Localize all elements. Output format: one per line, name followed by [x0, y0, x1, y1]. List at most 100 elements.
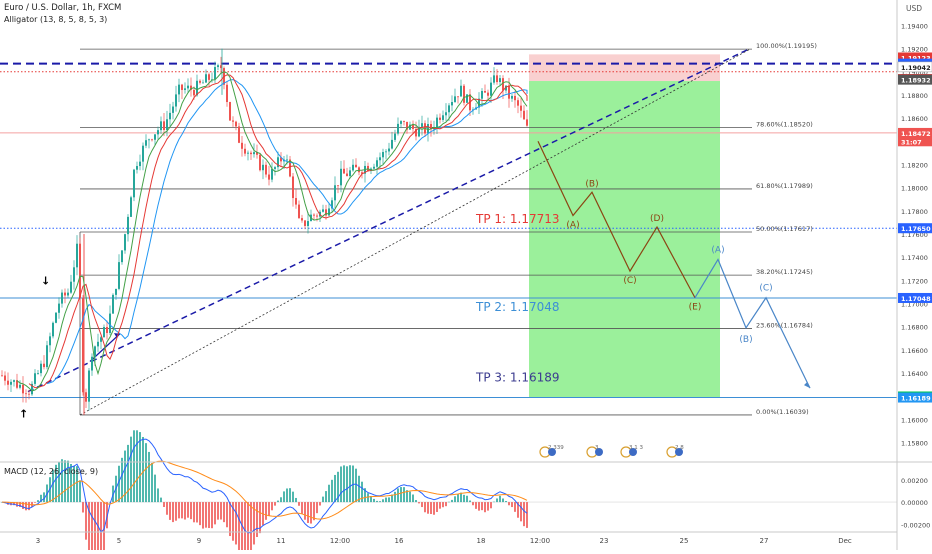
macd-histogram-bar — [349, 465, 351, 503]
candle-body — [232, 120, 234, 122]
macd-histogram-bar — [28, 502, 30, 511]
macd-histogram-bar — [487, 502, 489, 511]
macd-histogram-bar — [94, 502, 96, 554]
macd-histogram-bar — [142, 436, 144, 503]
price-tag[interactable]: 1.18932 — [898, 74, 932, 85]
candle-body — [277, 157, 279, 168]
candle-body — [259, 154, 261, 171]
macd-histogram-bar — [493, 501, 495, 503]
primary-wave-label: (E) — [689, 303, 702, 313]
macd-histogram-bar — [52, 469, 54, 503]
macd-histogram-bar — [346, 466, 348, 503]
candle-body — [148, 139, 150, 141]
macd-histogram-bar — [337, 471, 339, 503]
price-tag[interactable]: 1.17650 — [898, 223, 932, 234]
macd-histogram-bar — [463, 494, 465, 503]
candle-body — [103, 327, 105, 338]
price-tag[interactable]: 1.17048 — [898, 292, 932, 303]
fib-level-label: 23.60%(1.16784) — [756, 322, 813, 330]
candle-body — [361, 172, 363, 174]
candle-body — [448, 105, 450, 113]
macd-histogram-bar — [22, 502, 24, 509]
candle-body — [199, 80, 201, 83]
economic-event-badge[interactable]: 3 1 3 — [620, 445, 643, 458]
macd-histogram-bar — [58, 462, 60, 503]
macd-histogram-bar — [208, 502, 210, 529]
macd-histogram-bar — [25, 502, 27, 511]
time-axis-tick: 16 — [395, 537, 404, 545]
candle-body — [181, 84, 183, 90]
macd-histogram-bar — [100, 502, 102, 554]
time-axis-tick: Dec — [838, 537, 852, 545]
price-tag[interactable]: 1.18472 — [898, 127, 932, 138]
symbol-title: Euro / U.S. Dollar, 1h, FXCM — [4, 3, 122, 13]
candle-body — [388, 148, 390, 152]
macd-histogram-bar — [511, 502, 513, 508]
macd-histogram-bar — [16, 502, 18, 507]
price-tag[interactable]: 1.19042 — [897, 61, 932, 73]
macd-axis-tick: -0.00200 — [901, 521, 930, 529]
price-tag-value: 1.16189 — [901, 395, 931, 403]
candle-body — [172, 106, 174, 113]
candle-body — [22, 384, 24, 394]
candle-body — [190, 85, 192, 90]
price-tag-value: 1.19123 — [901, 54, 931, 62]
candle-body — [256, 152, 258, 155]
event-country-icon — [629, 448, 637, 456]
macd-histogram-bar — [34, 502, 36, 503]
macd-histogram-bar — [277, 500, 279, 503]
economic-event-badge[interactable]: 2 339 — [539, 445, 564, 458]
macd-histogram-bar — [274, 502, 276, 506]
macd-histogram-bar — [448, 501, 450, 503]
time-axis-tick: 12:00 — [330, 537, 350, 545]
candle-body — [508, 85, 510, 99]
price-tag[interactable]: 31:07 — [898, 136, 932, 147]
macd-histogram-bar — [136, 430, 138, 503]
candle-body — [328, 208, 330, 216]
candle-body — [169, 112, 171, 120]
alligator-indicator-label[interactable]: Alligator (13, 8, 5, 8, 5, 3) — [4, 15, 108, 24]
macd-histogram-bar — [127, 444, 129, 503]
macd-histogram-bar — [97, 502, 99, 554]
candle-body — [94, 346, 96, 357]
economic-event-badge[interactable]: 2 8 — [666, 445, 684, 458]
macd-histogram-bar — [223, 502, 225, 523]
candle-body — [391, 139, 393, 149]
candle-body — [376, 160, 378, 167]
candle-body — [397, 123, 399, 134]
candle-body — [430, 124, 432, 130]
macd-histogram-bar — [313, 502, 315, 521]
macd-indicator-label[interactable]: MACD (12, 26, close, 9) — [4, 467, 99, 476]
macd-histogram-bar — [70, 464, 72, 503]
candle-body — [34, 373, 36, 384]
macd-histogram-bar — [190, 502, 192, 520]
price-axis-tick: 1.16400 — [901, 370, 928, 378]
macd-histogram-bar — [166, 502, 168, 515]
secondary-wave-label: (C) — [759, 284, 772, 294]
primary-wave-label: (B) — [585, 179, 598, 189]
candle-body — [1, 375, 3, 377]
candle-body — [457, 96, 459, 98]
price-tag[interactable]: 1.19123 — [898, 52, 932, 63]
candle-body — [76, 243, 78, 268]
macd-histogram-bar — [175, 502, 177, 521]
candle-body — [238, 126, 240, 143]
macd-histogram-bar — [451, 499, 453, 503]
macd-histogram-bar — [421, 502, 423, 508]
macd-histogram-bar — [217, 502, 219, 520]
price-tag[interactable]: 1.16189 — [898, 392, 932, 403]
up-arrow-marker: ↑ — [19, 408, 28, 421]
candle-body — [340, 168, 342, 186]
candle-body — [82, 298, 84, 393]
macd-histogram-bar — [265, 502, 267, 520]
candle-body — [43, 363, 45, 368]
candle-body — [112, 294, 114, 314]
economic-event-badge[interactable]: 3 — [586, 445, 603, 458]
event-badge-count: 3 1 3 — [629, 445, 643, 451]
price-tag-bg — [898, 52, 932, 63]
candle-body — [175, 94, 177, 107]
time-axis-tick: 23 — [600, 537, 609, 545]
candle-body — [85, 392, 87, 402]
macd-histogram-bar — [373, 498, 375, 503]
